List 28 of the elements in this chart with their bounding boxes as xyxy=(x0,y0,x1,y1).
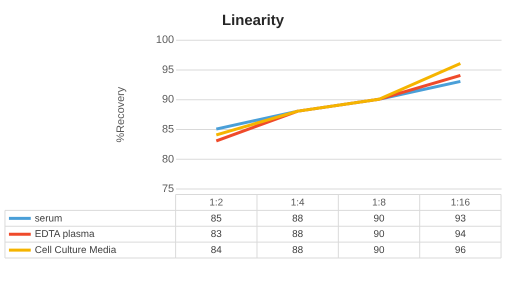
x-tick-label: 1:16 xyxy=(450,197,471,208)
legend-label: Cell Culture Media xyxy=(34,245,117,256)
data-label: 90 xyxy=(374,245,386,256)
y-tick-label: 80 xyxy=(162,153,174,166)
line-series xyxy=(214,62,462,136)
data-label: 83 xyxy=(210,229,222,240)
data-label: 90 xyxy=(374,229,386,240)
y-tick-label: 90 xyxy=(162,94,174,106)
x-tick-label: 1:8 xyxy=(372,197,386,208)
data-label: 88 xyxy=(292,213,304,224)
data-label: 84 xyxy=(210,245,222,256)
data-label: 90 xyxy=(374,213,386,224)
data-label: 96 xyxy=(454,245,466,256)
legend-label: EDTA plasma xyxy=(34,229,96,240)
chart-title: Linearity xyxy=(222,12,285,29)
data-label: 88 xyxy=(292,245,304,256)
y-tick-label: 95 xyxy=(162,64,174,76)
x-tick-label: 1:2 xyxy=(209,197,224,208)
y-axis-title: %Recovery xyxy=(115,86,128,143)
y-tick-label: 85 xyxy=(162,124,174,136)
data-label: 85 xyxy=(210,213,222,224)
x-tick-label: 1:4 xyxy=(290,197,306,208)
data-label: 93 xyxy=(454,213,466,224)
data-label: 94 xyxy=(454,229,466,240)
y-tick-label: 75 xyxy=(162,183,174,196)
y-tick-label: 100 xyxy=(156,34,174,46)
legend-label: serum xyxy=(34,213,62,224)
data-label: 88 xyxy=(292,229,304,240)
